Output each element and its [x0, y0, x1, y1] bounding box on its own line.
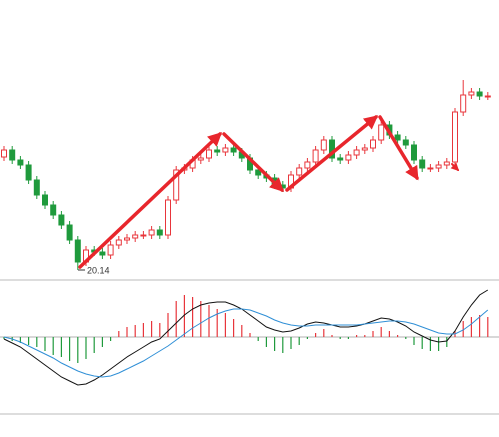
candle-body — [230, 147, 237, 153]
candle-body — [50, 204, 57, 216]
candle-body — [206, 149, 212, 159]
candle-body — [1, 149, 7, 158]
trend-arrow — [222, 132, 285, 192]
trend-arrow — [378, 115, 419, 181]
candle-body — [156, 229, 163, 236]
candle-body — [468, 91, 475, 96]
candle-body — [304, 161, 311, 169]
candle-body — [361, 147, 368, 151]
candle-body — [132, 234, 139, 239]
candle-body — [124, 237, 130, 241]
candle-body — [312, 149, 319, 163]
candle-body — [460, 94, 467, 113]
candle-body — [222, 147, 229, 153]
candle-body — [402, 139, 409, 146]
candle-body — [411, 144, 417, 161]
macd-layer — [0, 289, 499, 386]
candle-body — [353, 149, 360, 156]
candle-body — [255, 169, 262, 176]
candle-body — [9, 149, 16, 161]
candle-body — [337, 157, 344, 161]
candle-body — [214, 149, 221, 153]
candle-layer — [1, 80, 491, 270]
candle-body — [74, 239, 81, 263]
candle-body — [42, 194, 48, 206]
macd-line — [3, 308, 489, 378]
trend-arrow — [78, 132, 223, 269]
candle-body — [173, 169, 180, 201]
candle-body — [58, 214, 65, 226]
candle-body — [66, 224, 73, 241]
candle-body — [370, 139, 376, 149]
candle-body — [296, 167, 303, 176]
candle-body — [99, 251, 106, 256]
candle-body — [165, 199, 171, 236]
candle-body — [443, 161, 450, 166]
trend-arrows — [78, 115, 460, 269]
candle-body — [107, 244, 114, 256]
candle-body — [345, 154, 352, 161]
trend-arrow — [450, 162, 460, 172]
trend-arrow — [285, 115, 379, 192]
candle-body — [140, 234, 147, 237]
candle-body — [25, 164, 32, 181]
candle-body — [115, 239, 122, 246]
candle-body — [320, 139, 327, 151]
candle-body — [484, 95, 491, 98]
candle-body — [17, 159, 24, 166]
candle-body — [394, 134, 401, 141]
candle-body — [419, 159, 426, 169]
candle-body — [452, 111, 458, 163]
low-label: 20.14 — [87, 265, 110, 275]
candle-body — [476, 91, 483, 97]
candle-body — [435, 164, 442, 169]
candle-body — [148, 229, 155, 236]
candle-body — [427, 167, 434, 170]
candle-body — [33, 179, 40, 196]
candle-body — [378, 124, 385, 141]
candle-body — [197, 157, 204, 161]
macd-line — [3, 289, 489, 386]
